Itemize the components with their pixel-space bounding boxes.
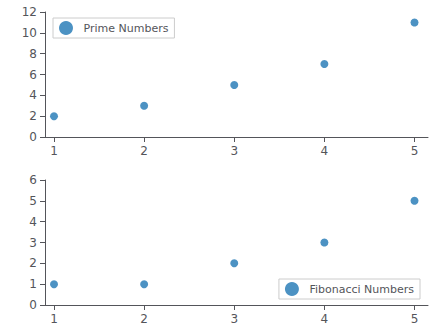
svg-text:5: 5: [411, 144, 419, 158]
svg-text:10: 10: [22, 26, 37, 40]
svg-text:3: 3: [230, 312, 238, 326]
svg-text:2: 2: [29, 109, 37, 123]
svg-text:8: 8: [29, 47, 37, 61]
svg-text:4: 4: [29, 88, 37, 102]
svg-text:4: 4: [321, 144, 329, 158]
svg-text:3: 3: [230, 144, 238, 158]
svg-text:Prime Numbers: Prime Numbers: [84, 22, 169, 35]
svg-text:5: 5: [29, 194, 37, 208]
svg-text:2: 2: [140, 312, 148, 326]
svg-text:Fibonacci Numbers: Fibonacci Numbers: [309, 283, 414, 296]
svg-text:2: 2: [29, 256, 37, 270]
svg-text:5: 5: [411, 312, 419, 326]
svg-text:6: 6: [29, 68, 37, 82]
svg-text:12: 12: [22, 5, 37, 19]
svg-text:1: 1: [50, 312, 58, 326]
svg-text:0: 0: [29, 130, 37, 144]
svg-text:3: 3: [29, 236, 37, 250]
svg-text:4: 4: [321, 312, 329, 326]
svg-text:6: 6: [29, 173, 37, 187]
svg-text:1: 1: [29, 277, 37, 291]
svg-text:2: 2: [140, 144, 148, 158]
svg-text:1: 1: [50, 144, 58, 158]
svg-text:4: 4: [29, 215, 37, 229]
svg-text:0: 0: [29, 298, 37, 312]
